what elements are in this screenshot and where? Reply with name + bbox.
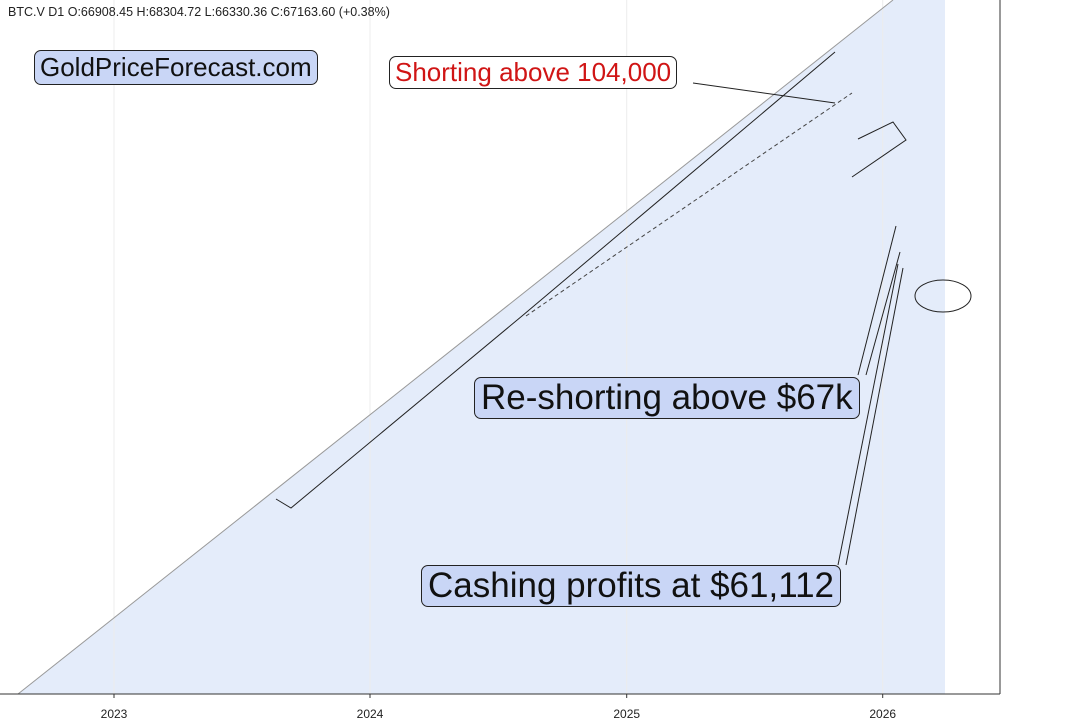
dashed-trendline xyxy=(525,92,853,317)
cashing-pointer-2 xyxy=(845,267,904,566)
cashing-pointer-1 xyxy=(837,263,899,566)
shorting-annotation: Shorting above 104,000 xyxy=(389,56,678,89)
reshort-pointer-1 xyxy=(857,225,897,376)
reshorting-annotation: Re-shorting above $67k xyxy=(474,377,860,419)
cashing-annotation: Cashing profits at $61,112 xyxy=(421,565,842,607)
bear-flag xyxy=(851,121,907,178)
shorting-pointer xyxy=(692,82,836,104)
symbol-header: BTC.V D1 O:66908.45 H:68304.72 L:66330.3… xyxy=(8,5,390,19)
lower-trendline xyxy=(275,51,836,509)
upper-trendline xyxy=(17,0,894,695)
x-tick-label: 2026 xyxy=(869,707,896,721)
brand-label: GoldPriceForecast.com xyxy=(34,50,318,85)
reshort-pointer-2 xyxy=(865,251,901,376)
x-tick-label: 2023 xyxy=(101,707,128,721)
x-tick-label: 2024 xyxy=(357,707,384,721)
target-ellipse xyxy=(914,279,972,313)
channel-shading xyxy=(18,0,945,694)
x-tick-label: 2025 xyxy=(613,707,640,721)
